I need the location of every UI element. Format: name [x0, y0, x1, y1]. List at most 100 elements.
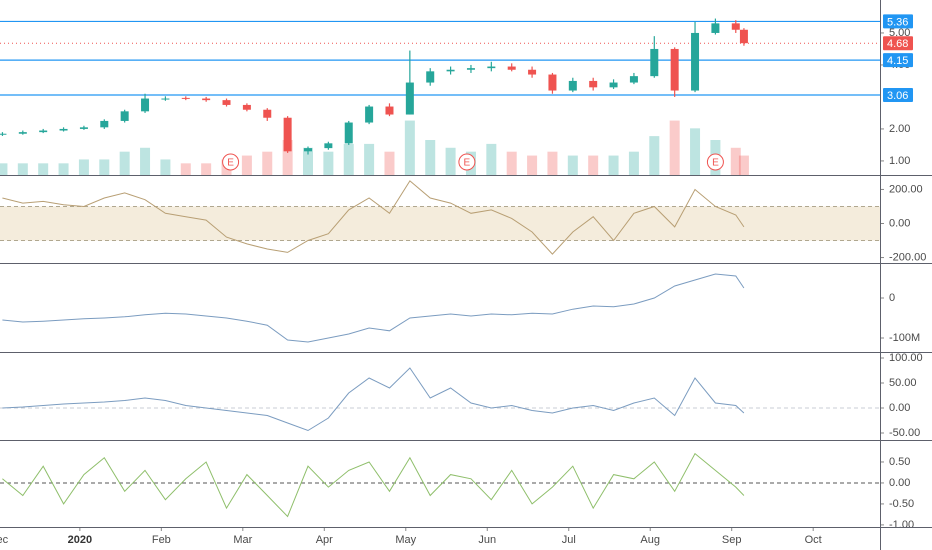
volume-bar: [567, 155, 578, 175]
volume-bar: [486, 143, 497, 175]
indicator-line: [2, 273, 745, 343]
x-tick-label: Jun: [478, 534, 496, 546]
volume-bar: [323, 151, 334, 175]
candle-body: [365, 106, 374, 123]
candle-body: [202, 98, 211, 101]
price-label: 5.36: [887, 16, 908, 28]
price-label-box: [883, 53, 913, 68]
y-tick-label: 1.00: [889, 155, 910, 167]
volume-bar: [628, 151, 639, 175]
price-label-box: [883, 88, 913, 103]
volume-bar: [547, 151, 558, 175]
volume-bar: [588, 155, 599, 175]
volume-bar: [17, 163, 28, 175]
volume-bar: [730, 147, 741, 175]
y-tick-label: -50.00: [889, 427, 920, 439]
price-label-box: [883, 14, 913, 29]
volume-bar: [738, 155, 749, 175]
candle-body: [161, 98, 170, 100]
candle-body: [141, 98, 150, 112]
x-tick-label: Apr: [316, 534, 333, 546]
y-tick-label: -1.00: [889, 519, 914, 531]
candle-body: [670, 48, 679, 91]
candle-body: [739, 29, 748, 44]
y-tick-label: -0.50: [889, 498, 914, 510]
y-tick-label: 100.00: [889, 352, 923, 364]
candle-body: [691, 32, 700, 91]
y-tick-label: 0.00: [889, 217, 910, 229]
candle-body: [242, 104, 251, 110]
volume-bar: [303, 147, 313, 175]
volume-bar: [506, 151, 517, 175]
x-tick-label: Dec: [0, 534, 9, 546]
y-tick-label: 0.50: [889, 456, 910, 468]
event-marker: [458, 153, 476, 171]
x-tick-label: Jul: [562, 534, 576, 546]
candle-body: [222, 100, 231, 105]
y-tick-label: -100M: [889, 332, 920, 344]
candle-body: [629, 76, 638, 83]
y-tick-label: 0.00: [889, 402, 910, 414]
candle-body: [263, 109, 272, 118]
panel: [0, 180, 880, 255]
price-label-box: [883, 36, 913, 51]
event-label: E: [227, 158, 234, 169]
candle-body: [528, 69, 537, 75]
y-tick-label: 200.00: [889, 183, 923, 195]
candle-body: [120, 111, 129, 121]
volume-bar: [425, 140, 436, 175]
y-tick-label: 5.00: [889, 27, 910, 39]
volume-bar: [160, 159, 171, 175]
volume-bar: [384, 151, 395, 175]
candle-body: [405, 82, 414, 115]
panel: [0, 18, 880, 175]
candle-body: [181, 97, 190, 99]
price-label: 4.68: [887, 38, 908, 50]
candle-body: [39, 130, 48, 133]
candle-body: [283, 117, 292, 152]
candle-body: [711, 23, 720, 33]
volume-bar: [669, 120, 680, 175]
event-label: E: [712, 158, 719, 169]
volume-bar: [99, 159, 110, 175]
band: [0, 206, 880, 241]
volume-bar: [690, 128, 701, 175]
indicator-line: [2, 180, 745, 255]
volume-bar: [119, 151, 130, 175]
volume-bar: [262, 151, 273, 175]
volume-bar: [78, 159, 89, 175]
y-tick-label: 2.00: [889, 123, 910, 135]
volume-bar: [445, 147, 456, 175]
x-tick-label: Sep: [722, 534, 742, 546]
candle-body: [487, 66, 496, 69]
candle-body: [466, 68, 475, 70]
candle-body: [0, 133, 7, 135]
event-label: E: [464, 158, 471, 169]
volume-bar: [140, 147, 151, 175]
price-label: 4.15: [887, 55, 908, 67]
x-tick-label: Feb: [152, 534, 171, 546]
volume-bar: [38, 163, 49, 175]
y-tick-label: -200.00: [889, 251, 926, 263]
event-marker: [222, 153, 240, 171]
x-tick-label: May: [395, 534, 416, 546]
candle-body: [385, 106, 394, 115]
candle-body: [59, 128, 68, 131]
candle-body: [344, 122, 353, 144]
event-marker: [706, 153, 724, 171]
candle-body: [304, 148, 312, 152]
candle-body: [324, 143, 333, 149]
indicator-line: [2, 367, 745, 432]
volume-bar: [180, 163, 191, 175]
volume-bar: [58, 163, 69, 175]
candle-body: [18, 132, 27, 134]
panel: [0, 367, 880, 432]
candle-body: [650, 48, 659, 77]
indicator-line: [2, 452, 745, 518]
volume-bar: [0, 163, 8, 175]
candle-body: [100, 120, 109, 128]
volume-bar: [241, 155, 252, 175]
candle-body: [507, 66, 516, 70]
y-tick-label: 50.00: [889, 377, 917, 389]
